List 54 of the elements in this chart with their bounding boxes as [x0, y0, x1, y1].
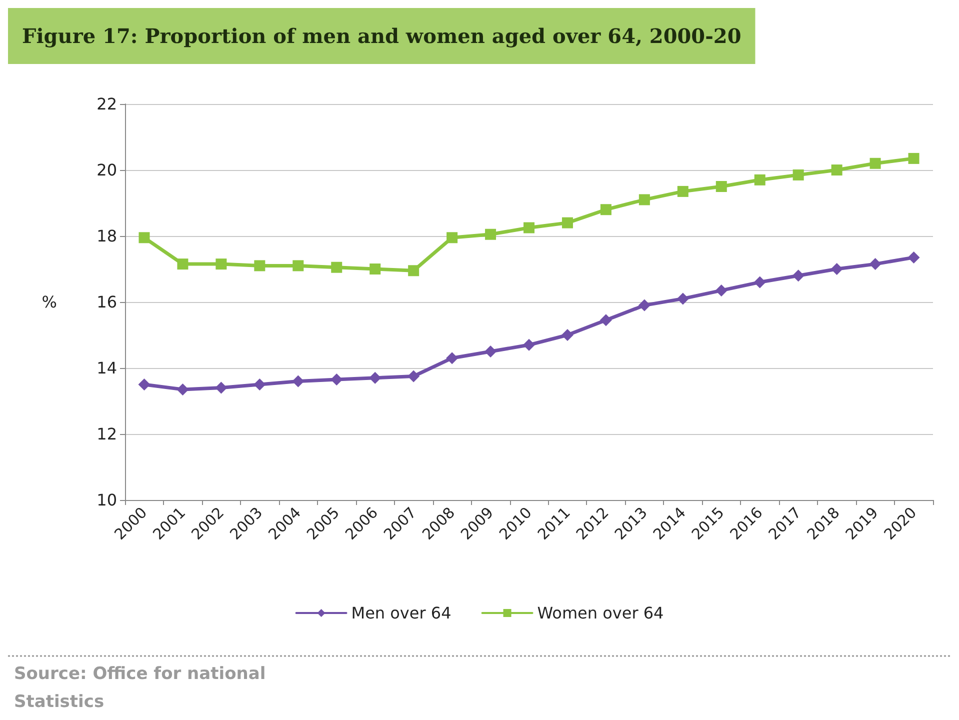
point	[215, 382, 228, 394]
point	[138, 378, 150, 390]
source-note: Source: Office for national Statistics	[14, 664, 272, 712]
y-tick-label: 22	[96, 94, 117, 114]
point	[177, 258, 188, 270]
point	[792, 169, 804, 180]
y-tick-label: 20	[96, 160, 117, 180]
point	[792, 270, 804, 282]
point	[446, 352, 458, 364]
point	[561, 329, 574, 341]
point	[369, 372, 382, 384]
chart-title: Figure 17: Proportion of men and women aged over 64, 2000-20	[22, 24, 742, 48]
point	[292, 260, 304, 272]
point	[330, 374, 343, 386]
point	[524, 222, 534, 234]
point	[715, 284, 728, 296]
point	[216, 258, 227, 270]
point	[638, 299, 650, 312]
point	[600, 314, 612, 326]
point	[446, 232, 458, 244]
point	[676, 292, 689, 305]
y-tick-label: 16	[96, 292, 117, 312]
point	[677, 186, 688, 197]
point	[600, 204, 612, 216]
point	[869, 258, 882, 270]
y-tick-label: 10	[96, 490, 117, 510]
y-tick-label: 18	[96, 226, 117, 246]
point	[485, 228, 496, 240]
point	[176, 383, 189, 396]
point	[408, 265, 420, 276]
y-tick-label: 14	[96, 358, 117, 378]
y-axis-title: %	[42, 292, 57, 312]
point	[254, 378, 266, 390]
point	[908, 152, 920, 164]
point	[870, 158, 881, 169]
legend-label: Women over 64	[537, 604, 664, 622]
point	[908, 251, 920, 264]
point	[716, 181, 727, 192]
point	[523, 338, 535, 351]
point	[638, 194, 650, 206]
point	[754, 174, 766, 186]
legend-label: Men over 64	[351, 604, 452, 622]
point	[562, 217, 573, 228]
point	[830, 263, 843, 275]
point	[408, 370, 420, 382]
point	[754, 276, 766, 288]
point	[484, 346, 497, 358]
point	[331, 262, 342, 273]
point	[254, 260, 266, 272]
point	[138, 232, 150, 244]
point	[370, 264, 381, 274]
y-tick-label: 12	[96, 424, 117, 444]
point	[292, 375, 304, 388]
point	[831, 164, 842, 176]
